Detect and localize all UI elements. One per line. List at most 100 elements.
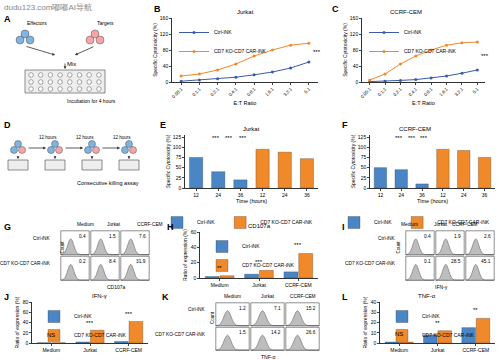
svg-text:120: 120 [160, 31, 169, 37]
svg-text:A: A [4, 14, 11, 24]
svg-text:5:1: 5:1 [472, 86, 480, 94]
svg-text:1.9: 1.9 [454, 234, 461, 239]
svg-text:0.4:1: 0.4:1 [407, 86, 418, 97]
svg-text:CD7 KO-CD7 CAR-iNK: CD7 KO-CD7 CAR-iNK [242, 262, 295, 268]
svg-text:2.6: 2.6 [484, 234, 491, 239]
svg-text:J: J [4, 292, 9, 302]
svg-text:7.1: 7.1 [274, 306, 281, 311]
svg-text:Ctrl-iNK: Ctrl-iNK [33, 236, 51, 241]
svg-text:160: 160 [350, 15, 359, 21]
svg-text:60: 60 [23, 309, 29, 315]
svg-text:Time (hours): Time (hours) [236, 198, 267, 204]
svg-text:40: 40 [371, 299, 377, 305]
svg-text:Medium: Medium [77, 222, 94, 227]
svg-text:CD7 KO-CD7 CAR-iNK: CD7 KO-CD7 CAR-iNK [260, 219, 313, 225]
svg-text:12 hours: 12 hours [39, 135, 57, 140]
svg-text:CCRF-CEM: CCRF-CEM [115, 347, 142, 353]
svg-text:0.1: 0.1 [424, 259, 431, 264]
svg-text:1.5: 1.5 [109, 234, 116, 239]
svg-text:Jurkat: Jurkat [237, 9, 254, 15]
svg-text:10: 10 [371, 330, 377, 336]
svg-text:CD7 KO-CD7 CAR-iNK: CD7 KO-CD7 CAR-iNK [437, 219, 490, 225]
svg-text:***: *** [481, 53, 489, 59]
svg-text:25: 25 [176, 175, 182, 181]
svg-text:12: 12 [440, 192, 446, 198]
svg-text:75: 75 [176, 154, 182, 160]
svg-text:3.2:1: 3.2:1 [454, 86, 465, 97]
svg-text:160: 160 [160, 15, 169, 21]
svg-text:CCRF-CEM: CCRF-CEM [137, 222, 163, 227]
svg-text:***: *** [225, 135, 233, 141]
svg-text:Specific Cytotoxicity (%): Specific Cytotoxicity (%) [342, 23, 348, 77]
svg-text:Effectors: Effectors [27, 20, 47, 26]
svg-text:100: 100 [173, 144, 182, 150]
svg-text:60: 60 [191, 229, 197, 235]
svg-text:CD7 KO-CD7 CAR-iNK: CD7 KO-CD7 CAR-iNK [74, 332, 127, 338]
svg-text:12: 12 [260, 192, 266, 198]
svg-text:***: *** [86, 320, 94, 326]
svg-text:dudu123.com嘟嘟AI导航: dudu123.com嘟嘟AI导航 [4, 3, 92, 12]
svg-text:**: ** [473, 307, 478, 313]
svg-text:Medium: Medium [211, 282, 229, 288]
svg-text:***: *** [239, 135, 247, 141]
svg-text:Ctrl-iNK: Ctrl-iNK [74, 313, 92, 319]
svg-text:Mix: Mix [67, 61, 76, 67]
svg-text:CD7 KO-CD7 CAR-iNK: CD7 KO-CD7 CAR-iNK [422, 332, 475, 338]
svg-text:Specific Cytotoxicity (%): Specific Cytotoxicity (%) [350, 134, 356, 188]
svg-text:Medium: Medium [390, 347, 408, 353]
svg-text:Incubation for 4 hours: Incubation for 4 hours [67, 98, 116, 104]
svg-text:40: 40 [191, 244, 197, 250]
svg-text:0.4: 0.4 [424, 234, 431, 239]
svg-text:CD7 KO-CD7 CAR-iNK: CD7 KO-CD7 CAR-iNK [0, 261, 51, 266]
svg-text:***: *** [125, 311, 133, 317]
svg-text:F: F [342, 120, 348, 130]
svg-text:0: 0 [355, 79, 358, 85]
svg-text:IFN-γ: IFN-γ [92, 293, 107, 299]
svg-text:D: D [4, 120, 11, 130]
svg-text:0.05:1: 0.05:1 [171, 86, 184, 99]
svg-text:26.6: 26.6 [306, 330, 316, 335]
svg-text:IFN-γ: IFN-γ [435, 284, 448, 290]
svg-text:0: 0 [178, 185, 181, 191]
svg-text:14.2: 14.2 [271, 330, 281, 335]
svg-text:0.4: 0.4 [79, 234, 86, 239]
svg-text:CCRF-CEM: CCRF-CEM [399, 126, 431, 132]
svg-text:12 hours: 12 hours [113, 135, 131, 140]
svg-text:***: *** [408, 135, 416, 141]
svg-text:K: K [162, 292, 169, 302]
svg-text:E:T Ratio: E:T Ratio [234, 100, 257, 106]
svg-text:Ctrl-iNK: Ctrl-iNK [188, 307, 206, 312]
svg-text:Ctrl-iNK: Ctrl-iNK [422, 313, 440, 319]
svg-text:Medium: Medium [42, 347, 60, 353]
svg-text:0.8:1: 0.8:1 [423, 86, 434, 97]
svg-text:75: 75 [361, 154, 367, 160]
svg-text:Ctrl-iNK: Ctrl-iNK [197, 219, 215, 225]
svg-text:CCRF-CEM: CCRF-CEM [285, 282, 312, 288]
svg-text:36: 36 [304, 192, 310, 198]
svg-text:20: 20 [371, 319, 377, 325]
svg-text:C: C [332, 4, 339, 14]
svg-text:0: 0 [373, 340, 376, 346]
svg-text:3.2:1: 3.2:1 [282, 86, 293, 97]
svg-text:30: 30 [371, 309, 377, 315]
svg-text:50: 50 [176, 164, 182, 170]
svg-text:Targets: Targets [97, 20, 114, 26]
svg-text:CD7 KO-CD7 CAR-iNK: CD7 KO-CD7 CAR-iNK [155, 332, 206, 337]
svg-text:E:T Ratio: E:T Ratio [412, 100, 435, 106]
svg-text:Jurkat: Jurkat [431, 347, 445, 353]
svg-text:CCRF-CEM: CCRF-CEM [462, 347, 489, 353]
svg-text:**: ** [435, 320, 440, 326]
svg-text:5:1: 5:1 [303, 86, 311, 94]
svg-text:0.4:1: 0.4:1 [228, 86, 239, 97]
svg-text:24: 24 [461, 192, 467, 198]
svg-text:40: 40 [163, 63, 169, 69]
svg-text:Jurkat: Jurkat [434, 222, 448, 227]
svg-text:36: 36 [482, 192, 488, 198]
svg-text:Medium: Medium [224, 294, 241, 299]
svg-text:24: 24 [215, 192, 221, 198]
svg-text:NS: NS [395, 331, 403, 337]
svg-text:Count: Count [396, 241, 401, 254]
svg-text:80: 80 [163, 47, 169, 53]
svg-text:Ctrl-iNK: Ctrl-iNK [374, 219, 392, 225]
svg-text:CD107a: CD107a [248, 223, 271, 229]
